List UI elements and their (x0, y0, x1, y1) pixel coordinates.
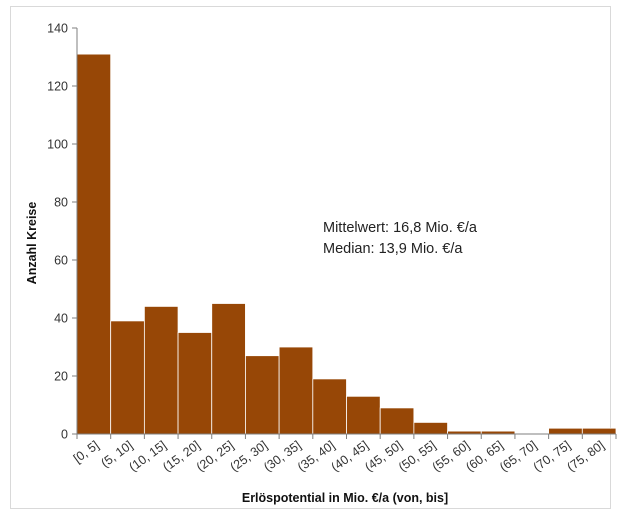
x-tick-label-11: (55, 60] (430, 438, 473, 474)
bar-10 (413, 421, 448, 435)
x-tick-label-14: (70, 75] (531, 438, 574, 474)
x-ticks-group: [0, 5](5, 10](10, 15](15, 20](20, 25](25… (71, 434, 617, 474)
x-tick-label-10: (50, 55] (396, 438, 439, 474)
x-tick-label-5: (25, 30] (228, 438, 271, 474)
bar-0 (76, 53, 112, 435)
bar-4 (211, 303, 246, 435)
bar-8 (346, 395, 381, 435)
bar-15 (581, 427, 617, 435)
bars-group (76, 53, 617, 435)
bar-9 (379, 407, 415, 435)
bar-5 (245, 355, 280, 435)
x-tick-label-8: (40, 45] (329, 438, 372, 474)
x-tick-label-3: (15, 20] (160, 438, 203, 474)
bar-14 (548, 427, 583, 435)
y-tick-label-2: 40 (54, 312, 68, 326)
y-axis-title: Anzahl Kreise (25, 202, 39, 285)
x-tick-label-13: (65, 70] (497, 438, 540, 474)
bar-2 (143, 305, 179, 435)
x-tick-label-15: (75, 80] (564, 438, 607, 474)
x-tick-label-9: (45, 50] (362, 438, 405, 474)
x-tick-label-0: [0, 5] (71, 438, 102, 466)
bar-6 (278, 346, 314, 435)
bar-1 (110, 320, 145, 435)
x-axis-title: Erlöspotential in Mio. €/a (von, bis] (242, 491, 448, 505)
y-ticks-group: 0 20 40 60 80 100 120 140 (47, 22, 77, 442)
y-tick-label-5: 100 (47, 138, 68, 152)
bar-3 (177, 332, 213, 435)
bar-7 (312, 378, 347, 435)
y-tick-label-4: 80 (54, 196, 68, 210)
annotation-mean: Mittelwert: 16,8 Mio. €/a (323, 220, 478, 236)
y-tick-label-3: 60 (54, 254, 68, 268)
x-tick-label-4: (20, 25] (194, 438, 237, 474)
x-tick-label-6: (30, 35] (261, 438, 304, 474)
x-tick-label-7: (35, 40] (295, 438, 338, 474)
x-tick-label-2: (10, 15] (126, 438, 169, 474)
y-tick-label-1: 20 (54, 370, 68, 384)
x-tick-label-12: (60, 65] (463, 438, 506, 474)
y-tick-label-7: 140 (47, 22, 68, 36)
y-tick-label-6: 120 (47, 80, 68, 94)
y-tick-label-0: 0 (61, 428, 68, 442)
annotation-median: Median: 13,9 Mio. €/a (323, 241, 463, 257)
